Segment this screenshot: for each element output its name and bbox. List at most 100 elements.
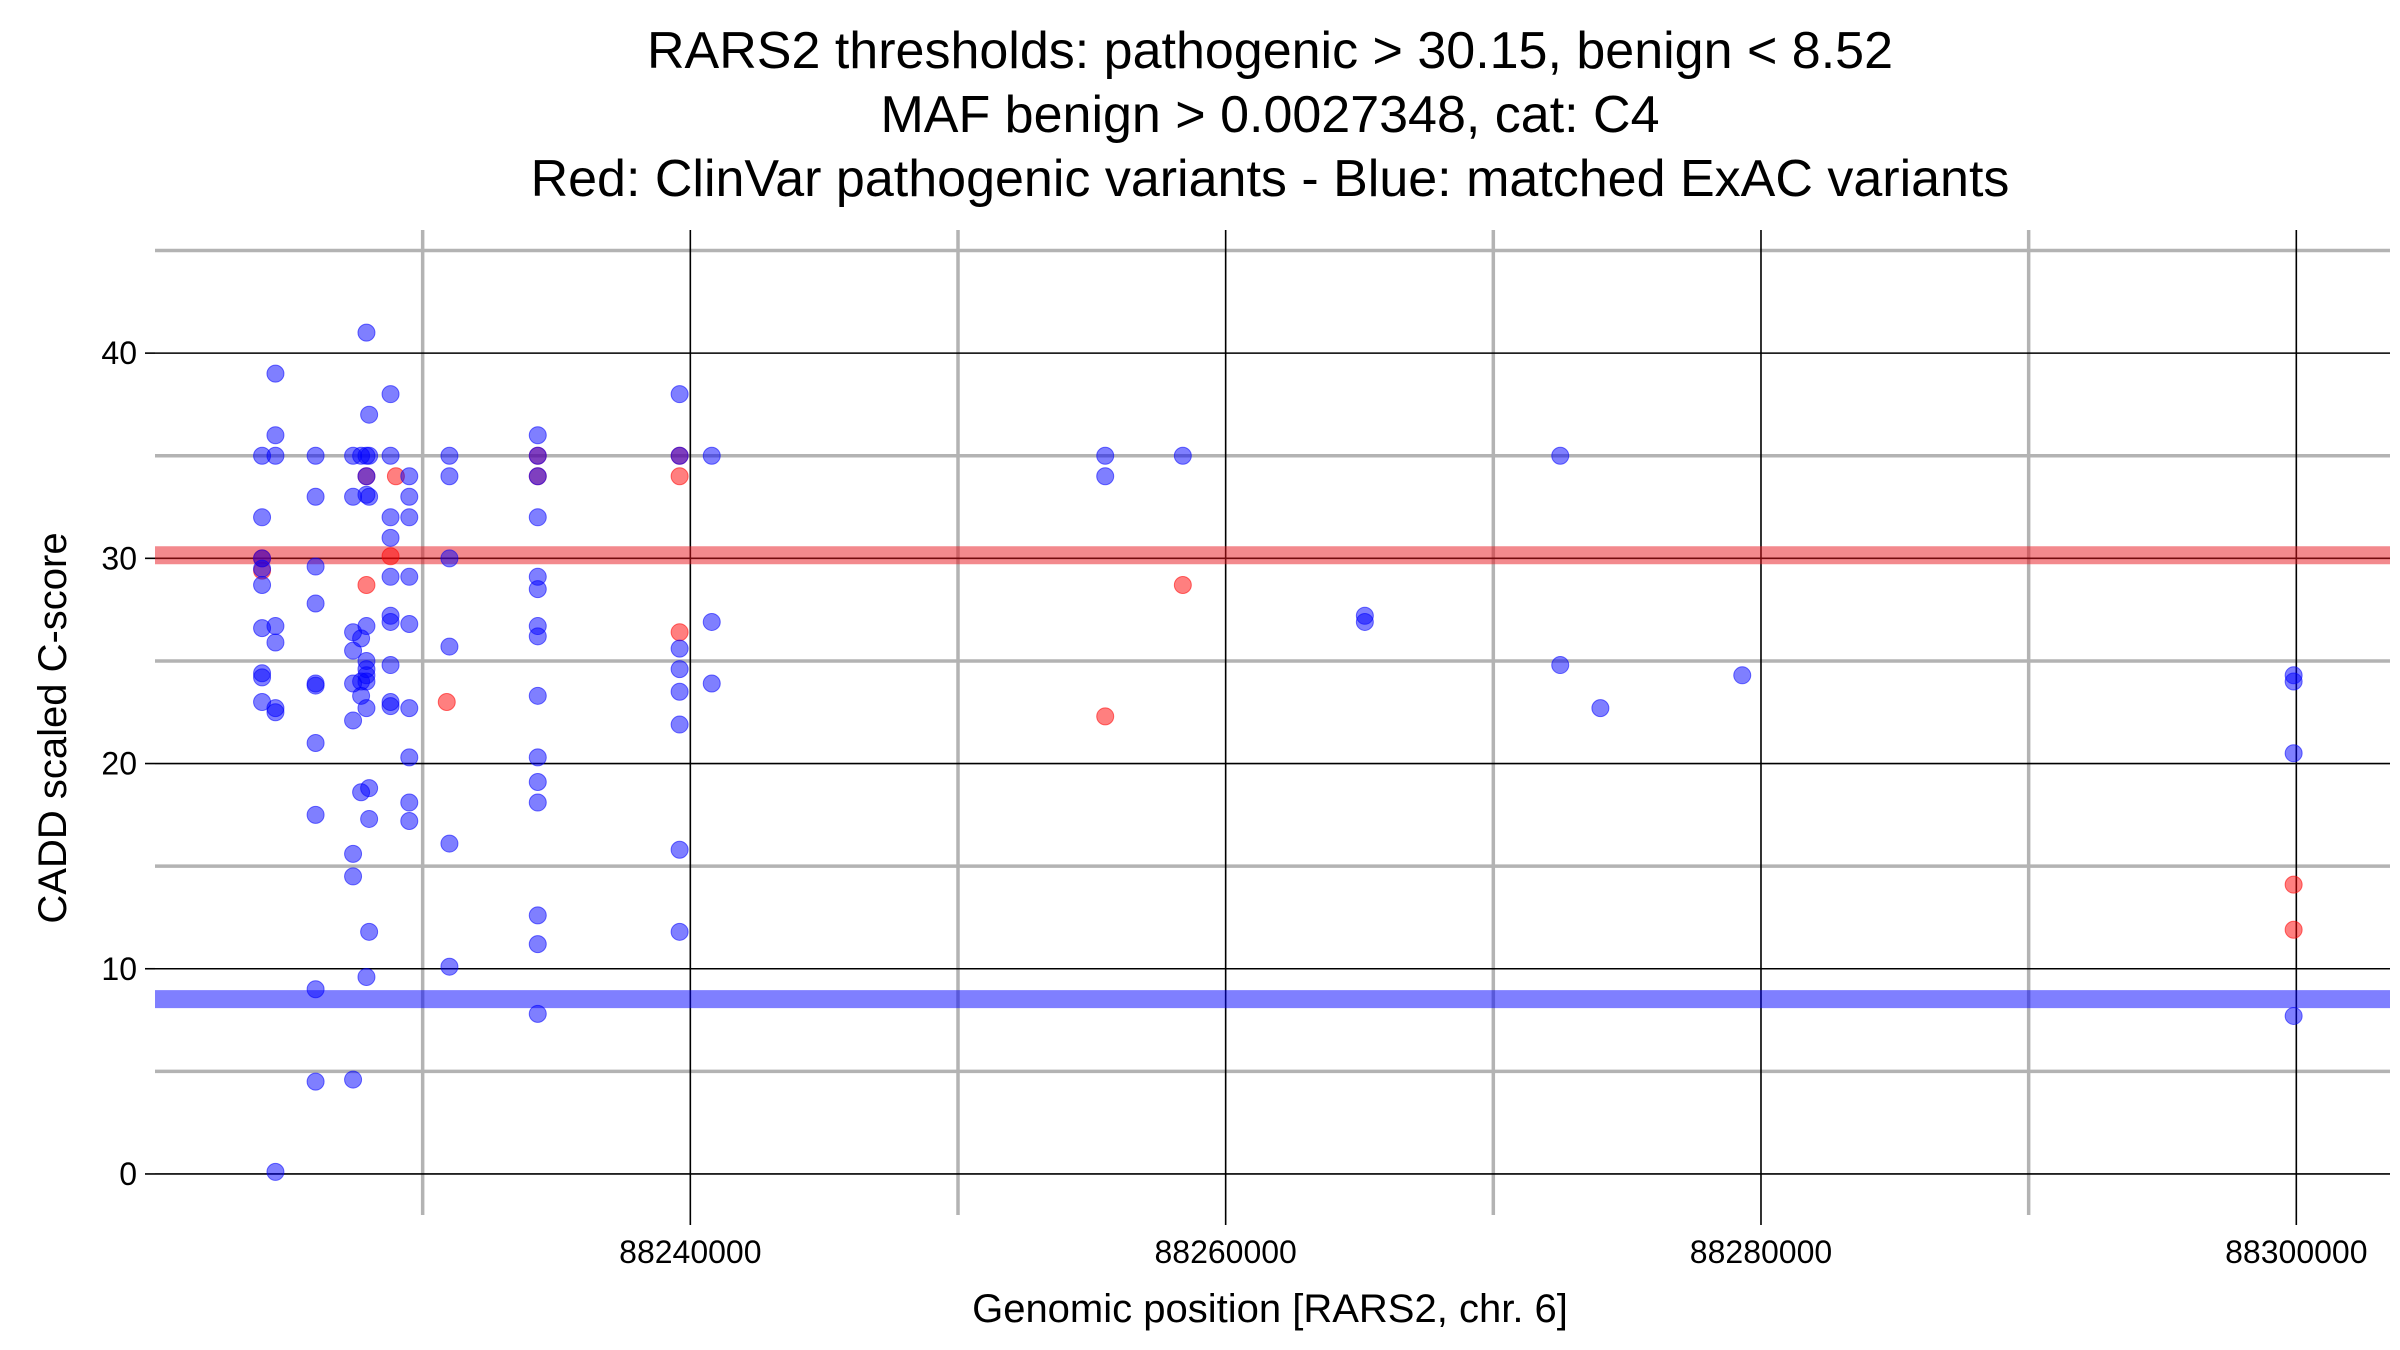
exac-point [702, 446, 721, 465]
exac-point [1733, 666, 1752, 685]
y-axis-ticks: 0 10 20 30 40 [101, 335, 155, 1192]
exac-point [528, 686, 547, 705]
y-tick-label: 0 [119, 1156, 137, 1192]
exac-point [440, 834, 459, 853]
clinvar-point [1096, 707, 1115, 726]
exac-point [381, 508, 400, 527]
exac-point [266, 364, 285, 383]
title-line-2: MAF benign > 0.0027348, cat: C4 [880, 86, 1659, 144]
exac-point [2284, 672, 2303, 691]
exac-point [440, 549, 459, 568]
exac-point [670, 682, 689, 701]
exac-point [2284, 1006, 2303, 1025]
exac-point [253, 576, 272, 595]
exac-point [528, 773, 547, 792]
exac-point [1096, 446, 1115, 465]
threshold-lines [155, 546, 2390, 1009]
exac-point [266, 633, 285, 652]
exac-point [440, 957, 459, 976]
y-axis-label: CADD scaled C-score [31, 532, 75, 923]
exac-point [344, 867, 363, 886]
exac-point [344, 1070, 363, 1089]
exac-point [528, 1004, 547, 1023]
chart-title: RARS2 thresholds: pathogenic > 30.15, be… [531, 22, 2010, 208]
exac-point [360, 487, 379, 506]
exac-point [400, 812, 419, 830]
exac-point [400, 615, 419, 633]
exac-point [1096, 467, 1115, 486]
exac-point [360, 779, 379, 798]
exac-point [381, 567, 400, 586]
clinvar-point [670, 623, 689, 642]
exac-point [1591, 699, 1610, 718]
clinvar-point [437, 692, 456, 711]
exac-point [381, 385, 400, 404]
exac-point [528, 580, 547, 599]
exac-point [266, 703, 285, 722]
exac-point [360, 446, 379, 465]
exac-point [253, 559, 272, 578]
exac-point [702, 674, 721, 693]
exac-point [253, 508, 272, 527]
exac-point [266, 617, 285, 636]
exac-point [360, 922, 379, 941]
exac-point [357, 699, 376, 718]
exac-point [528, 627, 547, 646]
x-tick-label: 88300000 [2225, 1234, 2367, 1270]
x-tick-label: 88240000 [619, 1234, 761, 1270]
exac-point [528, 935, 547, 954]
clinvar-point [1173, 576, 1192, 595]
exac-point [400, 508, 419, 527]
exac-point [440, 637, 459, 656]
exac-point [306, 734, 325, 753]
clinvar-point [2284, 920, 2303, 939]
exac-point [528, 467, 547, 486]
exac-point [357, 672, 376, 691]
exac-point [528, 426, 547, 445]
exac-point [357, 467, 376, 486]
exac-point [381, 528, 400, 547]
exac-point [306, 487, 325, 506]
exac-point [400, 487, 419, 506]
exac-point [266, 446, 285, 465]
exac-point [1551, 446, 1570, 465]
exac-point [670, 385, 689, 404]
exac-point [357, 323, 376, 342]
exac-point [2284, 744, 2303, 763]
exac-point [381, 446, 400, 465]
exac-point [528, 508, 547, 527]
exac-point [670, 639, 689, 658]
exac-point [306, 1072, 325, 1091]
y-tick-label: 30 [101, 540, 137, 576]
y-tick-label: 10 [101, 951, 137, 987]
x-axis-label: Genomic position [RARS2, chr. 6] [972, 1287, 1568, 1331]
x-tick-label: 88280000 [1690, 1234, 1832, 1270]
clinvar-point [381, 547, 400, 566]
exac-point [266, 1162, 285, 1181]
x-tick-label: 88260000 [1154, 1234, 1296, 1270]
exac-point [670, 446, 689, 465]
data-points [253, 323, 2303, 1181]
exac-point [1355, 612, 1374, 631]
y-tick-label: 40 [101, 335, 137, 371]
exac-point [670, 660, 689, 679]
exac-point [400, 748, 419, 767]
exac-point [1173, 446, 1192, 465]
clinvar-point [2284, 875, 2303, 894]
exac-point [360, 809, 379, 828]
exac-point [344, 844, 363, 863]
exac-point [528, 446, 547, 465]
exac-point [400, 567, 419, 586]
exac-point [360, 405, 379, 424]
y-tick-label: 20 [101, 746, 137, 782]
exac-point [306, 446, 325, 465]
exac-point [528, 748, 547, 767]
exac-point [306, 805, 325, 824]
title-line-1: RARS2 thresholds: pathogenic > 30.15, be… [647, 22, 1893, 80]
exac-point [702, 612, 721, 631]
clinvar-point [670, 467, 689, 486]
exac-point [344, 711, 363, 730]
exac-point [1551, 656, 1570, 675]
